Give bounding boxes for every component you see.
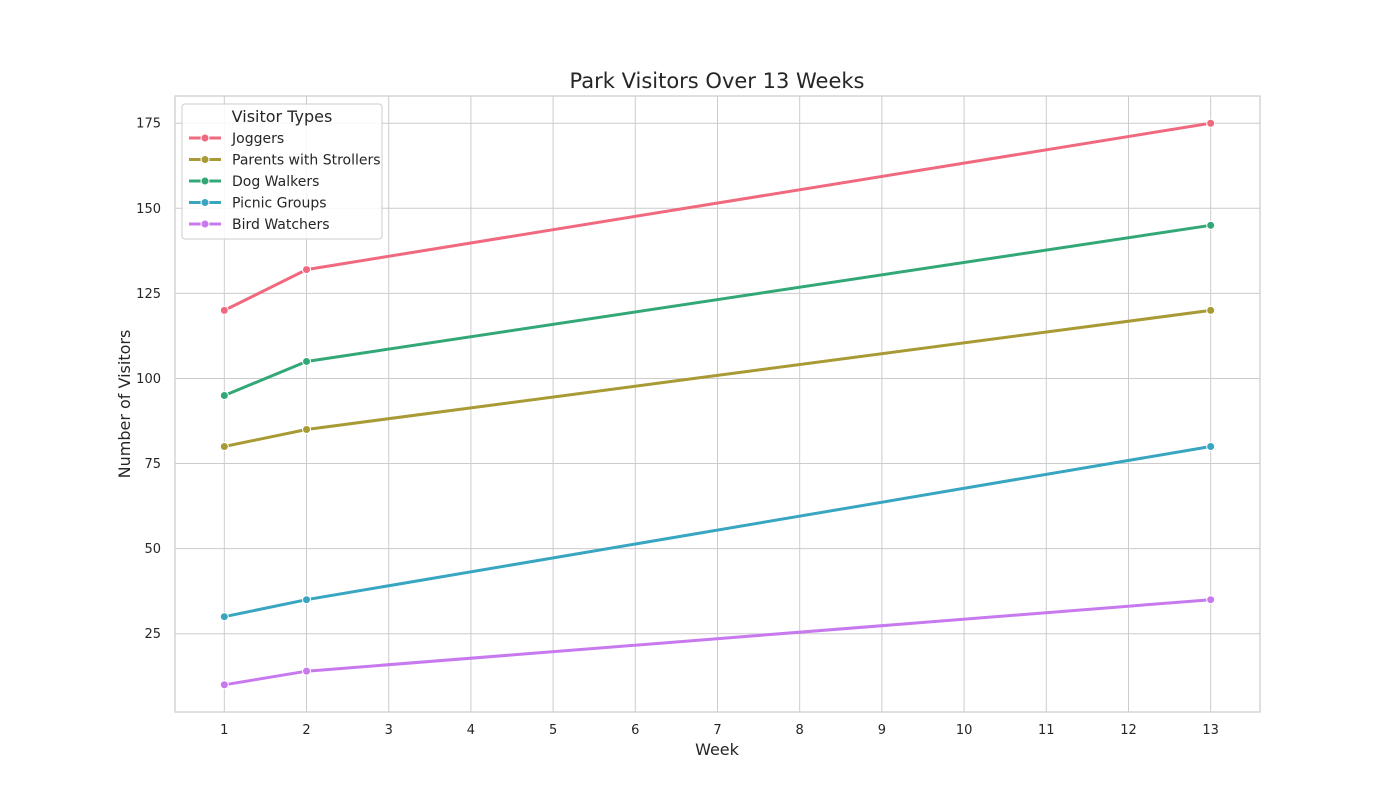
data-point-joggers bbox=[1206, 118, 1216, 128]
series-bird-watchers bbox=[219, 595, 1216, 690]
y-axis-ticks: 25 50 75 100 125 150 175 bbox=[136, 117, 161, 642]
data-point-bird-watchers bbox=[302, 666, 312, 676]
y-tick-label: 175 bbox=[136, 117, 161, 132]
x-tick-label: 3 bbox=[385, 723, 393, 738]
y-tick-label: 125 bbox=[136, 287, 161, 302]
data-point-bird-watchers bbox=[219, 680, 229, 690]
legend-label: Picnic Groups bbox=[232, 196, 327, 212]
legend-item-joggers: Joggers bbox=[189, 131, 284, 147]
legend-label: Bird Watchers bbox=[232, 217, 330, 233]
data-point-joggers bbox=[302, 265, 312, 275]
legend-item-dog-walkers: Dog Walkers bbox=[189, 174, 319, 190]
legend-item-bird-watchers: Bird Watchers bbox=[189, 217, 330, 233]
legend-label: Dog Walkers bbox=[232, 174, 319, 190]
legend-swatch-marker bbox=[200, 219, 210, 229]
x-tick-label: 4 bbox=[467, 723, 475, 738]
data-point-dog-walkers bbox=[1206, 220, 1216, 230]
chart-title: Park Visitors Over 13 Weeks bbox=[570, 69, 865, 93]
y-tick-label: 75 bbox=[144, 457, 161, 472]
y-tick-label: 25 bbox=[144, 627, 161, 642]
y-tick-label: 100 bbox=[136, 372, 161, 387]
x-tick-label: 10 bbox=[956, 723, 973, 738]
legend-title: Visitor Types bbox=[232, 107, 333, 126]
data-point-joggers bbox=[219, 305, 229, 315]
series-layer bbox=[219, 118, 1216, 690]
legend: Visitor Types Joggers Parents with Stroll… bbox=[181, 103, 383, 240]
x-tick-label: 5 bbox=[549, 723, 557, 738]
x-tick-label: 13 bbox=[1202, 723, 1219, 738]
x-tick-label: 1 bbox=[220, 723, 228, 738]
x-axis-ticks: 1 2 3 4 5 6 7 8 9 10 11 12 13 bbox=[220, 723, 1219, 738]
plot-frame bbox=[174, 95, 1261, 713]
data-point-picnic-groups bbox=[302, 595, 312, 605]
y-axis-label: Number of Visitors bbox=[115, 330, 134, 479]
x-tick-label: 7 bbox=[713, 723, 721, 738]
x-tick-label: 12 bbox=[1120, 723, 1137, 738]
y-tick-label: 50 bbox=[144, 542, 161, 557]
legend-items: Joggers Parents with Strollers Dog Walkers… bbox=[189, 131, 381, 233]
x-tick-label: 9 bbox=[878, 723, 886, 738]
data-point-dog-walkers bbox=[302, 356, 312, 366]
legend-box bbox=[181, 103, 383, 240]
legend-swatch-marker bbox=[200, 176, 210, 186]
x-tick-label: 8 bbox=[796, 723, 804, 738]
x-tick-label: 6 bbox=[631, 723, 639, 738]
legend-swatch-marker bbox=[200, 155, 210, 164]
legend-label: Parents with Strollers bbox=[232, 153, 381, 169]
data-point-parents-with-strollers bbox=[219, 442, 229, 452]
data-point-bird-watchers bbox=[1206, 595, 1216, 605]
data-point-dog-walkers bbox=[219, 390, 229, 400]
data-point-picnic-groups bbox=[1206, 442, 1216, 452]
series-joggers bbox=[219, 118, 1216, 315]
y-tick-label: 150 bbox=[136, 202, 161, 217]
series-dog-walkers bbox=[219, 220, 1216, 400]
data-point-parents-with-strollers bbox=[302, 425, 312, 435]
legend-swatch-marker bbox=[200, 198, 210, 207]
x-tick-label: 11 bbox=[1038, 723, 1055, 738]
x-tick-label: 2 bbox=[302, 723, 310, 738]
series-parents-with-strollers bbox=[219, 305, 1216, 452]
series-picnic-groups bbox=[219, 442, 1216, 622]
data-point-parents-with-strollers bbox=[1206, 305, 1216, 315]
legend-swatch-marker bbox=[200, 133, 210, 143]
data-point-picnic-groups bbox=[219, 612, 229, 622]
legend-item-parents-with-strollers: Parents with Strollers bbox=[189, 153, 381, 169]
legend-item-picnic-groups: Picnic Groups bbox=[189, 196, 327, 212]
x-axis-label: Week bbox=[695, 740, 740, 759]
legend-label: Joggers bbox=[231, 131, 284, 147]
